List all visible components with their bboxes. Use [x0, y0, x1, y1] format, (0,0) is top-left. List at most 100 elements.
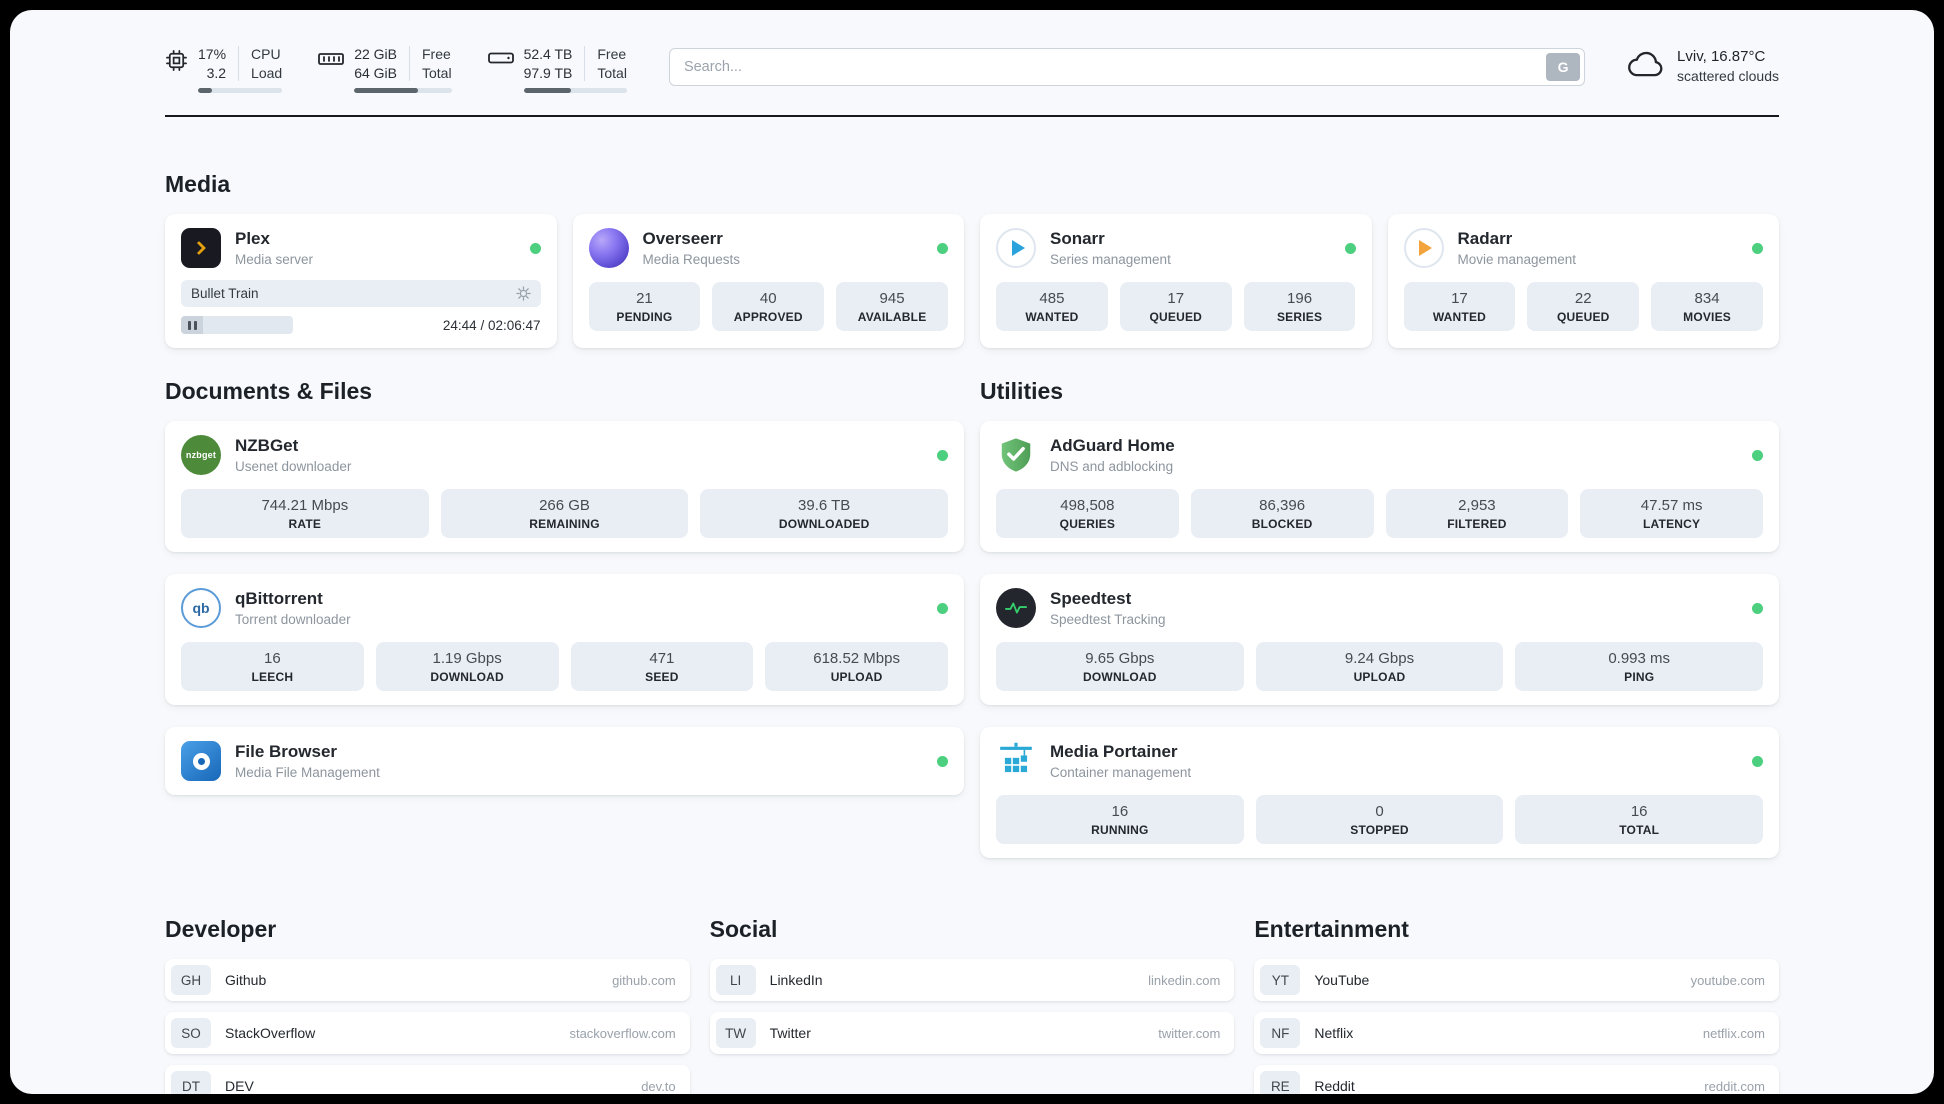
app-card-adguard[interactable]: AdGuard Home DNS and adblocking 498,508 … [980, 421, 1779, 552]
pause-icon [188, 320, 197, 330]
playback-progress-fill [181, 316, 204, 334]
stat-value: 0.993 ms [1608, 650, 1671, 667]
bookmark-name: StackOverflow [225, 1025, 316, 1041]
bookmark-url: youtube.com [1690, 972, 1765, 988]
stat-box: 485 WANTED [996, 282, 1108, 331]
app-card-portainer[interactable]: Media Portainer Container management 16 … [980, 727, 1779, 858]
stat-value: 0 [1375, 803, 1384, 820]
app-card-qbittorrent[interactable]: qb qBittorrent Torrent downloader 16 LEE… [165, 574, 964, 705]
app-card-radarr[interactable]: Radarr Movie management 17 WANTED 22 QUE… [1387, 214, 1779, 348]
developer-section: Developer GH Github github.com SO StackO… [165, 916, 690, 1094]
section-title-entertainment: Entertainment [1254, 916, 1409, 942]
cpu-usage-fill [198, 88, 213, 93]
app-name: Overseerr [642, 229, 723, 248]
stat-box: 17 WANTED [1403, 282, 1516, 331]
bookmark-name: Netflix [1314, 1025, 1354, 1041]
bookmark-twitter[interactable]: TW Twitter twitter.com [709, 1012, 1235, 1054]
app-card-plex[interactable]: Plex Media server Bullet Train [165, 214, 557, 348]
app-name: AdGuard Home [1050, 436, 1175, 455]
app-name: Sonarr [1050, 229, 1105, 248]
search-input[interactable] [668, 48, 1586, 86]
app-name: Media Portainer [1050, 742, 1178, 761]
ram-usage-fill [354, 88, 419, 93]
bookmark-abbr: TW [715, 1018, 756, 1048]
app-card-nzbget[interactable]: nzbget NZBGet Usenet downloader 744.21 M… [165, 421, 964, 552]
gear-icon[interactable] [515, 286, 531, 301]
stat-box: 471 SEED [570, 642, 754, 691]
bookmark-youtube[interactable]: YT YouTube youtube.com [1254, 959, 1779, 1001]
bookmark-name: Github [225, 972, 267, 988]
stat-label: RATE [288, 517, 322, 531]
disk-usage-bar [523, 88, 627, 93]
search-engine-button[interactable]: G [1546, 53, 1581, 81]
stat-box: 266 GB REMAINING [440, 489, 689, 538]
bookmark-github[interactable]: GH Github github.com [165, 959, 690, 1001]
stat-label: DOWNLOADED [778, 517, 870, 531]
bookmark-abbr: RE [1260, 1071, 1301, 1094]
stat-box: 834 MOVIES [1651, 282, 1763, 331]
app-card-speedtest[interactable]: Speedtest Speedtest Tracking 9.65 Gbps D… [980, 574, 1779, 705]
stat-label: WANTED [1025, 310, 1079, 324]
bookmark-name: DEV [225, 1078, 254, 1094]
stat-label: TOTAL [1619, 823, 1660, 837]
status-dot [1752, 449, 1763, 461]
bookmark-url: github.com [612, 972, 676, 988]
now-playing-title: Bullet Train [191, 286, 259, 301]
stat-label: DOWNLOAD [430, 670, 504, 684]
app-subtitle: Series management [1050, 252, 1171, 267]
ram-total: 64 GiB [354, 65, 397, 81]
ram-total-label: Total [422, 65, 452, 81]
section-title-media: Media [165, 171, 231, 197]
qbittorrent-icon-label: qb [192, 600, 210, 616]
stat-box: 39.6 TB DOWNLOADED [700, 489, 949, 538]
stat-value: 2,953 [1458, 497, 1496, 514]
bookmark-dev[interactable]: DT DEV dev.to [165, 1065, 690, 1094]
bookmark-reddit[interactable]: RE Reddit reddit.com [1254, 1065, 1779, 1094]
app-subtitle: Usenet downloader [235, 459, 352, 474]
weather-widget: Lviv, 16.87°C scattered clouds [1627, 48, 1779, 84]
app-name: Speedtest [1050, 589, 1132, 608]
app-card-sonarr[interactable]: Sonarr Series management 485 WANTED 17 Q… [980, 214, 1372, 348]
stat-box: 16 LEECH [181, 642, 364, 691]
stat-box: 2,953 FILTERED [1385, 489, 1569, 538]
section-title-documents: Documents & Files [165, 378, 373, 404]
stat-value: 618.52 Mbps [813, 650, 900, 667]
chevron-right-glyph [191, 240, 207, 256]
status-dot [937, 449, 948, 461]
bookmark-url: netflix.com [1702, 1025, 1765, 1041]
bookmark-linkedin[interactable]: LI LinkedIn linkedin.com [709, 959, 1235, 1001]
stat-label: RUNNING [1091, 823, 1149, 837]
status-dot [937, 755, 948, 767]
stat-box: 1.19 Gbps DOWNLOAD [375, 642, 559, 691]
app-card-overseerr[interactable]: Overseerr Media Requests 21 PENDING 40 A… [572, 214, 964, 348]
stat-value: 86,396 [1259, 497, 1306, 514]
ram-free: 22 GiB [354, 46, 397, 62]
app-name: NZBGet [235, 436, 299, 455]
stat-label: REMAINING [529, 517, 600, 531]
bookmark-stackoverflow[interactable]: SO StackOverflow stackoverflow.com [165, 1012, 690, 1054]
status-dot [529, 242, 541, 254]
bookmark-netflix[interactable]: NF Netflix netflix.com [1254, 1012, 1779, 1054]
play-glyph [1419, 240, 1432, 256]
playback-progress[interactable] [181, 316, 293, 334]
section-title-utilities: Utilities [980, 378, 1064, 404]
disk-icon [487, 49, 514, 67]
stat-value: 196 [1287, 290, 1313, 307]
disk-widget: 52.4 TB 97.9 TB Free Total [487, 46, 627, 93]
cpu-label: CPU [251, 46, 281, 62]
stat-box: 0 STOPPED [1255, 795, 1504, 844]
radarr-icon [1403, 228, 1444, 268]
cloud-icon [1627, 49, 1665, 83]
stat-label: STOPPED [1350, 823, 1409, 837]
stat-label: LATENCY [1643, 517, 1701, 531]
status-dot [1752, 242, 1763, 254]
app-card-filebrowser[interactable]: File Browser Media File Management [165, 727, 964, 795]
stat-value: 21 [636, 290, 653, 307]
stat-value: 471 [649, 650, 675, 667]
weather-condition: scattered clouds [1677, 68, 1779, 84]
stat-value: 9.24 Gbps [1344, 650, 1415, 667]
cpu-chip-icon [165, 49, 188, 72]
search-bar: G [668, 48, 1586, 86]
stat-box: 40 APPROVED [712, 282, 825, 331]
stat-box: 0.993 ms PING [1515, 642, 1764, 691]
